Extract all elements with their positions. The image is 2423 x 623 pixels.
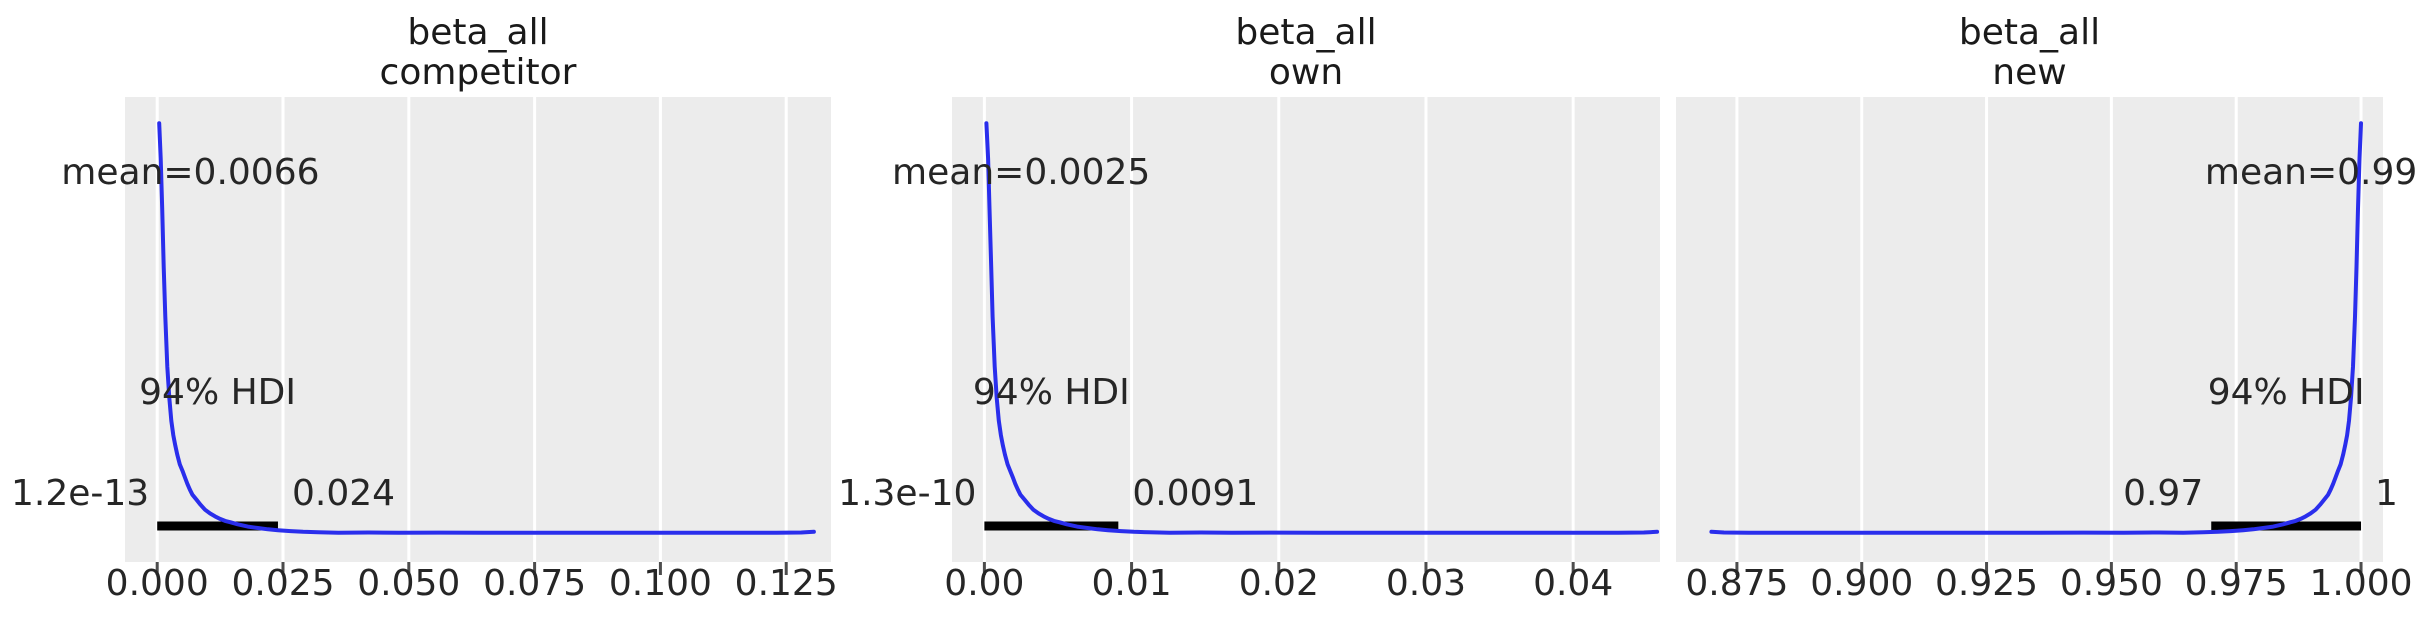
subplot-title-line2: own (1268, 52, 1344, 94)
x-tick-label: 0.025 (231, 563, 335, 605)
x-tick-label: 0.925 (1935, 563, 2039, 605)
x-tick-label: 0.975 (2184, 563, 2288, 605)
subplot-title-line2: competitor (379, 52, 577, 94)
mean-annotation: mean=0.0025 (892, 152, 1151, 194)
x-tick-label: 0.125 (734, 563, 838, 605)
mean-annotation: mean=0.0066 (61, 152, 320, 194)
x-tick-label: 0.100 (608, 563, 712, 605)
hdi-high-value: 1 (2375, 473, 2398, 515)
x-tick-label: 0.050 (357, 563, 461, 605)
x-tick-label: 0.00 (944, 563, 1025, 605)
x-tick-label: 0.01 (1091, 563, 1172, 605)
x-tick-label: 0.950 (2059, 563, 2163, 605)
subplot-title-line1: beta_all (1958, 12, 2101, 54)
hdi-low-value: 1.2e-13 (11, 473, 150, 515)
x-tick-label: 0.075 (483, 563, 587, 605)
hdi-low-value: 1.3e-10 (838, 473, 977, 515)
x-tick-label: 0.000 (105, 563, 209, 605)
hdi-label: 94% HDI (972, 372, 1130, 414)
x-tick-label: 0.02 (1238, 563, 1319, 605)
hdi-label: 94% HDI (139, 372, 297, 414)
subplot-title-line2: new (1992, 52, 2067, 94)
hdi-label: 94% HDI (2207, 372, 2365, 414)
hdi-high-value: 0.024 (291, 473, 396, 515)
subplot-title-line1: beta_all (1235, 12, 1377, 54)
x-tick-label: 0.900 (1810, 563, 1914, 605)
x-tick-label: 1.000 (2309, 563, 2413, 605)
hdi-high-value: 0.0091 (1132, 473, 1259, 515)
mean-annotation: mean=0.99 (2204, 152, 2418, 194)
x-tick-label: 0.875 (1685, 563, 1789, 605)
x-tick-label: 0.04 (1533, 563, 1614, 605)
subplot-title-line1: beta_all (407, 12, 549, 54)
hdi-low-value: 0.97 (2123, 473, 2204, 515)
x-tick-label: 0.03 (1385, 563, 1467, 605)
